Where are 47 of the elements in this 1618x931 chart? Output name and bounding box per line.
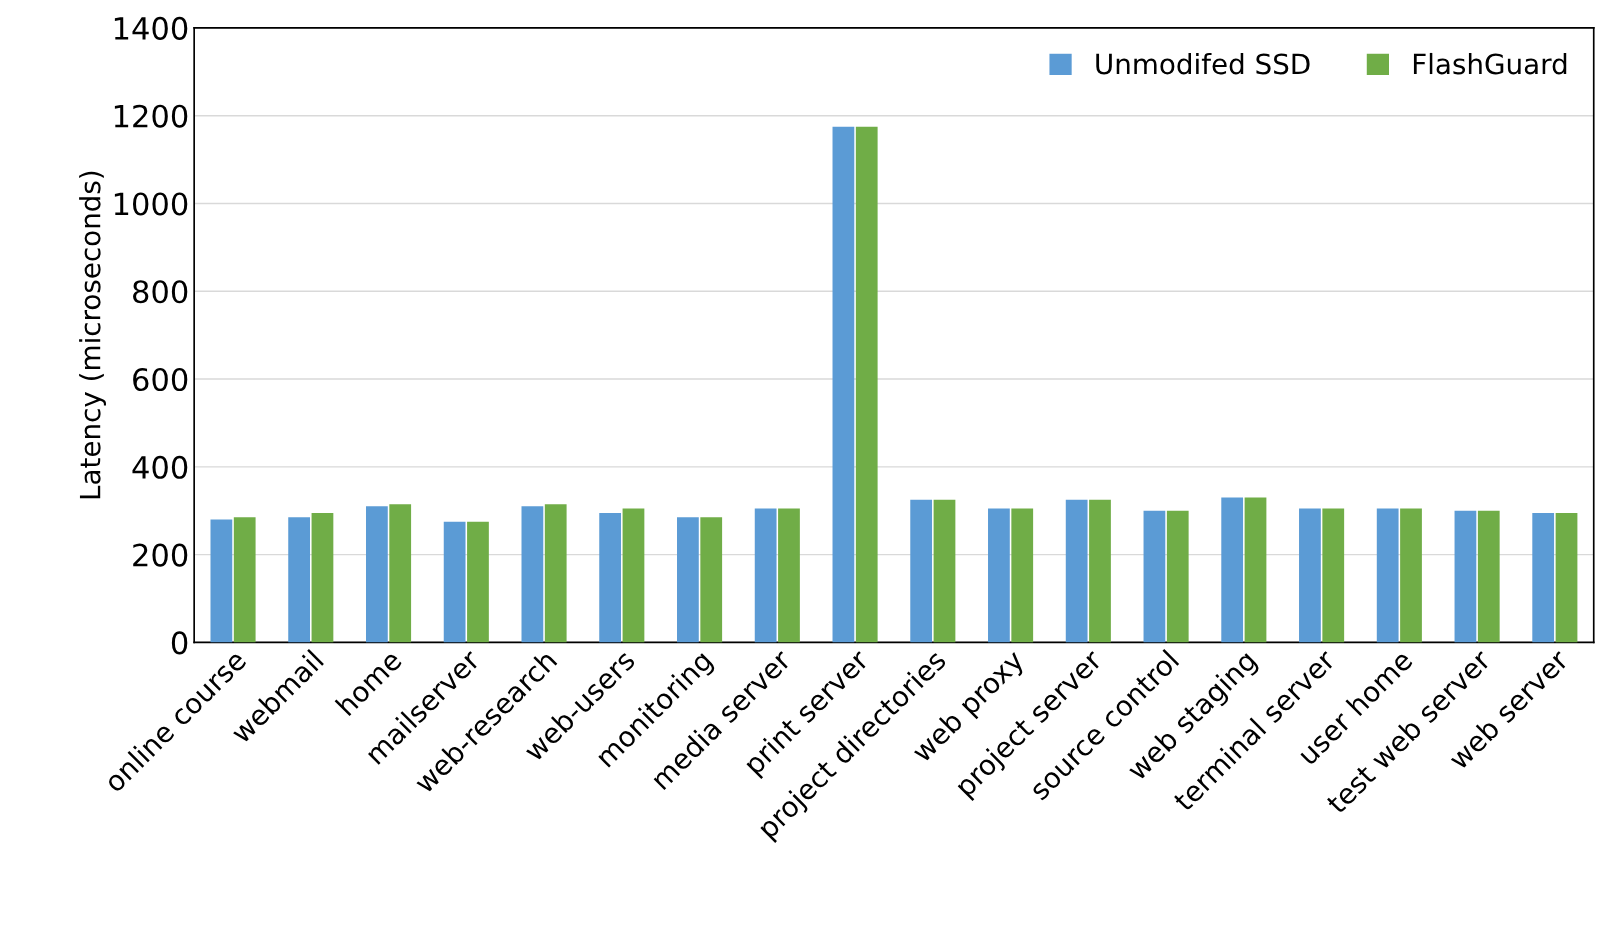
bar	[599, 512, 622, 643]
y-tick-label: 200	[133, 543, 188, 567]
bar	[467, 521, 489, 643]
bar	[1011, 508, 1034, 643]
bar	[778, 508, 800, 643]
y-tick-label: 0	[171, 631, 188, 655]
bar	[521, 506, 544, 643]
bar	[1322, 508, 1345, 643]
bar	[1477, 510, 1500, 643]
bar	[855, 126, 878, 643]
bar	[988, 508, 1010, 643]
legend-label: Unmodifed SSD	[1096, 52, 1310, 75]
y-tick-label: 800	[133, 280, 188, 304]
bar	[389, 504, 412, 643]
bar	[311, 512, 334, 643]
bar	[1532, 512, 1555, 643]
bar	[288, 517, 311, 643]
y-tick-label: 1200	[114, 104, 188, 128]
bar	[933, 499, 956, 643]
bar	[910, 499, 933, 643]
bar	[210, 519, 233, 643]
bar	[1244, 497, 1267, 643]
y-axis-title: Latency (microseconds)	[79, 171, 106, 499]
bar	[1400, 508, 1422, 643]
bar	[1299, 508, 1321, 643]
bar	[1221, 497, 1244, 643]
bar	[1089, 499, 1111, 643]
bar	[754, 508, 777, 643]
bar	[1166, 510, 1189, 643]
bar	[1454, 510, 1477, 643]
bar	[544, 504, 567, 643]
bar	[366, 506, 388, 643]
bar	[443, 521, 466, 643]
y-tick-label: 400	[132, 455, 188, 479]
y-tick-label: 600	[133, 367, 188, 392]
bar	[233, 517, 256, 643]
y-tick-label: 1400	[114, 16, 188, 40]
bar	[700, 517, 723, 643]
bar	[1065, 499, 1088, 643]
bar	[1143, 510, 1166, 643]
bar	[622, 508, 645, 643]
y-tick-label: 1000	[114, 192, 188, 216]
bar	[1555, 512, 1578, 643]
bar	[832, 126, 855, 643]
bar	[1376, 508, 1399, 643]
bar	[677, 517, 699, 643]
legend-label: FlashGuard	[1413, 52, 1567, 75]
